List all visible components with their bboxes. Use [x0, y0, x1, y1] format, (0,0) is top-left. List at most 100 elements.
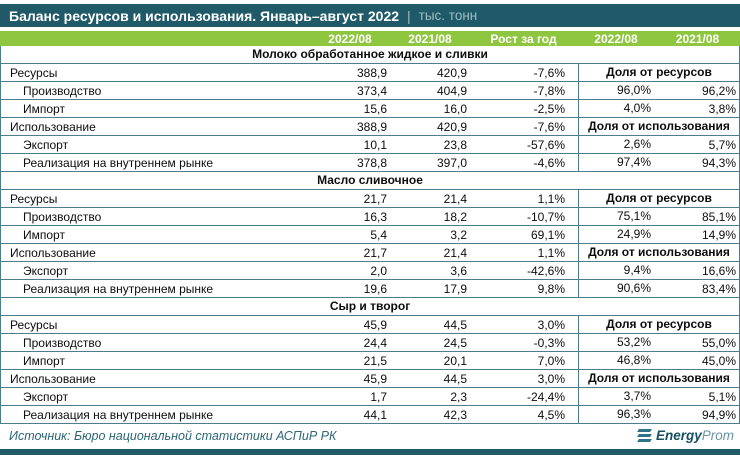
- value-2021-08: 420,9: [436, 65, 467, 80]
- growth-value: -24,4%: [526, 389, 565, 404]
- row-label: Экспорт: [23, 137, 69, 152]
- table-row: Производство 373,4 404,9 -7,8% 96,0% 96,…: [1, 82, 739, 100]
- column-header-growth: Рост за год: [490, 31, 557, 46]
- growth-value: -7,8%: [533, 83, 565, 98]
- value-2022-08: 24,4: [363, 335, 387, 350]
- value-2021-08: 24,5: [443, 335, 467, 350]
- balance-table: Молоко обработанное жидкое и сливки Ресу…: [0, 46, 740, 424]
- value-2021-08: 404,9: [436, 83, 467, 98]
- growth-value: 9,8%: [537, 281, 565, 296]
- row-label: Реализация на внутреннем рынке: [23, 281, 214, 296]
- row-label: Импорт: [23, 101, 65, 116]
- share-2022-08: 96,3%: [578, 406, 656, 423]
- value-2021-08: 23,8: [443, 137, 467, 152]
- energyprom-logo: EnergyProm: [637, 428, 734, 443]
- share-group-label: Доля от ресурсов: [578, 190, 739, 207]
- title-separator: |: [407, 7, 411, 24]
- value-2021-08: 44,5: [443, 317, 467, 332]
- share-2022-08: 53,2%: [578, 334, 656, 351]
- value-2022-08: 21,5: [363, 353, 387, 368]
- growth-value: -4,6%: [533, 155, 565, 170]
- value-2022-08: 378,8: [356, 155, 387, 170]
- value-2021-08: 2,3: [450, 389, 467, 404]
- growth-value: -7,6%: [533, 119, 565, 134]
- value-2022-08: 16,3: [363, 209, 387, 224]
- column-header-2021-08: 2021/08: [408, 31, 452, 46]
- column-header-2022-08: 2022/08: [328, 31, 372, 46]
- growth-value: -42,6%: [526, 263, 565, 278]
- share-2021-08: 14,9%: [701, 227, 736, 242]
- value-2022-08: 21,7: [363, 245, 387, 260]
- value-2021-08: 18,2: [443, 209, 467, 224]
- value-2022-08: 2,0: [370, 263, 387, 278]
- section-title: Масло сливочное: [1, 172, 739, 190]
- logo-text-light: Prom: [701, 428, 734, 443]
- share-2021-08: 3,8%: [708, 101, 736, 116]
- row-label: Реализация на внутреннем рынке: [23, 407, 214, 422]
- row-label: Производство: [23, 209, 102, 224]
- logo-text-bold: Energy: [655, 428, 702, 443]
- row-label: Импорт: [23, 353, 65, 368]
- row-label: Производство: [23, 83, 102, 98]
- row-label: Использование: [10, 371, 96, 386]
- row-label: Использование: [10, 119, 96, 134]
- value-2022-08: 44,1: [363, 407, 387, 422]
- growth-value: -10,7%: [526, 209, 565, 224]
- row-label: Импорт: [23, 227, 65, 242]
- value-2022-08: 10,1: [363, 137, 387, 152]
- value-2022-08: 388,9: [356, 119, 387, 134]
- value-2022-08: 45,9: [363, 371, 387, 386]
- value-2021-08: 397,0: [436, 155, 467, 170]
- share-2022-08: 4,0%: [578, 100, 656, 117]
- growth-value: -0,3%: [533, 335, 565, 350]
- table-row: Использование 21,7 21,4 1,1% Доля от исп…: [1, 244, 739, 262]
- table-row: Реализация на внутреннем рынке 19,6 17,9…: [1, 280, 739, 298]
- value-2022-08: 45,9: [363, 317, 387, 332]
- energyprom-logo-text: EnergyProm: [656, 428, 734, 443]
- share-group-label: Доля от ресурсов: [578, 316, 739, 333]
- share-2022-08: 24,9%: [578, 226, 656, 243]
- table-row: Экспорт 10,1 23,8 -57,6% 2,6% 5,7%: [1, 136, 739, 154]
- table-row: Ресурсы 388,9 420,9 -7,6% Доля от ресурс…: [1, 64, 739, 82]
- value-2021-08: 16,0: [443, 101, 467, 116]
- share-2022-08: 46,8%: [578, 352, 656, 369]
- share-group-label: Доля от использования: [578, 118, 739, 135]
- value-2022-08: 19,6: [363, 281, 387, 296]
- row-label: Ресурсы: [10, 317, 58, 332]
- row-label: Реализация на внутреннем рынке: [23, 155, 214, 170]
- growth-value: 3,0%: [537, 317, 565, 332]
- share-2021-08: 83,4%: [701, 281, 736, 296]
- footer: Источник: Бюро национальной статистики А…: [0, 424, 740, 447]
- growth-value: 3,0%: [537, 371, 565, 386]
- section-title: Сыр и творог: [1, 298, 739, 316]
- share-group-label: Доля от использования: [578, 244, 739, 261]
- share-2022-08: 9,4%: [578, 262, 656, 279]
- share-2021-08: 85,1%: [701, 209, 736, 224]
- share-2022-08: 2,6%: [578, 136, 656, 153]
- share-2021-08: 16,6%: [701, 263, 736, 278]
- table-row: Ресурсы 21,7 21,4 1,1% Доля от ресурсов: [1, 190, 739, 208]
- value-2021-08: 44,5: [443, 371, 467, 386]
- source-note: Источник: Бюро национальной статистики А…: [9, 428, 337, 443]
- value-2022-08: 373,4: [356, 83, 387, 98]
- value-2021-08: 3,6: [450, 263, 467, 278]
- growth-value: -57,6%: [526, 137, 565, 152]
- value-2022-08: 5,4: [370, 227, 387, 242]
- row-label: Использование: [10, 245, 96, 260]
- share-2022-08: 96,0%: [578, 82, 656, 99]
- row-label: Производство: [23, 335, 102, 350]
- share-2021-08: 45,0%: [701, 353, 736, 368]
- table-row: Импорт 21,5 20,1 7,0% 46,8% 45,0%: [1, 352, 739, 370]
- growth-value: 7,0%: [537, 353, 565, 368]
- share-2021-08: 5,7%: [708, 137, 736, 152]
- growth-value: 1,1%: [537, 191, 565, 206]
- growth-value: -7,6%: [533, 65, 565, 80]
- row-label: Экспорт: [23, 263, 69, 278]
- column-header-share-2021-08: 2021/08: [675, 31, 720, 46]
- table-row: Ресурсы 45,9 44,5 3,0% Доля от ресурсов: [1, 316, 739, 334]
- value-2021-08: 20,1: [443, 353, 467, 368]
- bottom-accent-bar: [0, 449, 740, 455]
- share-2021-08: 96,2%: [701, 83, 736, 98]
- share-2022-08: 97,4%: [578, 154, 656, 171]
